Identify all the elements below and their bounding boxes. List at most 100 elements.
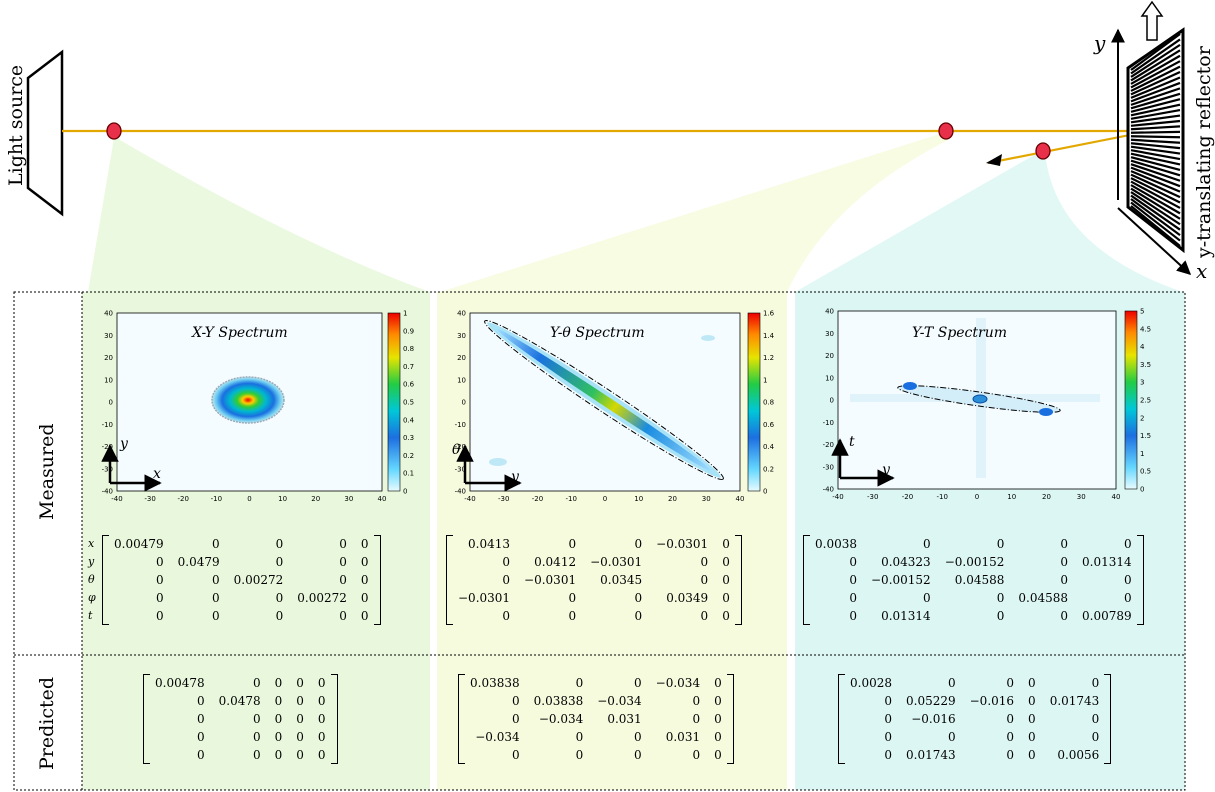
colorbar-tick-label: 0.2: [763, 465, 774, 473]
matrix-row-var: φ: [88, 591, 96, 604]
matrix-cell: 0: [211, 591, 220, 605]
matrix-cell: 0: [996, 537, 1005, 551]
translation-arrow-icon: [1140, 0, 1164, 41]
matrix-cell: 0: [722, 609, 730, 623]
matrix-cell: 0: [274, 712, 283, 726]
matrix-cell: 0: [274, 730, 283, 744]
matrix-cell: 0: [1060, 609, 1068, 623]
plot-xy-title: X-Y Spectrum: [191, 325, 288, 341]
matrix-cell: 0: [575, 748, 584, 762]
matrix-cell: 0.01743: [906, 748, 956, 762]
matrix-cell: −0.0301: [524, 573, 577, 587]
x-tick-label: -40: [464, 495, 475, 503]
x-tick-label: -10: [937, 493, 948, 501]
y-tick-label: 30: [825, 330, 834, 338]
matrix-cell: 0: [252, 730, 261, 744]
matrix-cell: 0: [1028, 694, 1036, 708]
matrix-cell: −0.0301: [458, 591, 511, 605]
matrix-cell: 0: [317, 748, 326, 762]
matrix-cell: 0: [700, 573, 709, 587]
x-tick-label: -20: [178, 495, 189, 503]
matrix-cell: 0: [511, 748, 520, 762]
matrix-cell: 0: [274, 676, 283, 690]
x-tick-label: 20: [311, 495, 320, 503]
predicted-matrix-3: 0.0028 0 0 0 0 0 0.05229 −0.016 0 0.01743 0 −0.016 0…: [838, 674, 1112, 764]
y-tick-label: -10: [455, 421, 466, 429]
matrix-cell: 0: [1006, 712, 1015, 726]
matrix-cell: 0: [634, 591, 643, 605]
matrix-cell: 0.0028: [850, 676, 892, 690]
matrix-cell: 0: [714, 712, 722, 726]
matrix-cell: −0.00152: [871, 573, 931, 587]
colorbar-tick-label: 1.4: [763, 332, 775, 340]
matrix-cell: 0.00272: [233, 573, 284, 587]
matrix-cell: 0: [296, 748, 304, 762]
y-tick-label: 10: [825, 374, 834, 382]
colorbar-tick-label: 0.2: [403, 452, 414, 460]
matrix-cell: −0.034: [597, 694, 642, 708]
y-tick-label: 20: [104, 354, 113, 362]
x-tick-label: -20: [902, 493, 913, 501]
matrix-cell: 0: [692, 712, 701, 726]
matrix-row-var: y: [88, 555, 95, 568]
matrix-cell: 0: [196, 712, 205, 726]
fan-projection-1: [88, 132, 430, 292]
matrix-cell: 0: [634, 730, 642, 744]
x-tick-label: 30: [344, 495, 353, 503]
matrix-cell: 0: [700, 609, 709, 623]
matrix-cell: −0.016: [969, 694, 1015, 708]
matrix-cell: 0: [884, 730, 892, 744]
matrix-cell: 0: [849, 591, 857, 605]
matrix-cell: 0: [849, 555, 857, 569]
matrix-cell: 0: [1091, 730, 1100, 744]
y-tick-label: -20: [455, 443, 466, 451]
matrix-cell: 0: [634, 676, 642, 690]
matrix-cell: 0: [155, 591, 164, 605]
y-tick-label: 0: [109, 399, 113, 407]
matrix-cell: 0: [360, 609, 369, 623]
matrix-cell: 0: [252, 712, 261, 726]
matrix-cell: 0.0038: [815, 537, 857, 551]
colorbar-tick-label: 0.4: [403, 416, 415, 424]
matrix-cell: 0: [296, 712, 304, 726]
y-tick-label: 20: [825, 352, 834, 360]
x-tick-label: -30: [867, 493, 878, 501]
colorbar-tick-label: 0.3: [403, 434, 414, 442]
matrix-cell: 0: [568, 609, 577, 623]
colorbar-tick-label: 2: [1140, 414, 1144, 422]
x-tick-label: 0: [603, 495, 607, 503]
matrix-cell: 0: [568, 591, 577, 605]
y-tick-label: -10: [823, 419, 834, 427]
matrix-cell: 0.0056: [1057, 748, 1100, 762]
matrix-cell: 0: [275, 591, 284, 605]
reflector-grating: [1126, 27, 1185, 254]
colorbar-tick-label: 4: [1140, 343, 1145, 351]
matrix-cell: 0: [252, 748, 261, 762]
matrix-cell: 0: [339, 555, 347, 569]
matrix-cell: 0: [339, 609, 347, 623]
predicted-matrix-1: 0.00478 0 0 0 0 0 0.0478 0 0 0 0 0 0 0 0 0 0 0 0 0 0 0 0 0 0: [143, 674, 338, 764]
matrix-cell: 0: [923, 537, 931, 551]
matrix-cell: −0.0301: [590, 555, 643, 569]
matrix-cell: 0: [849, 609, 857, 623]
y-tick-label: -20: [823, 441, 834, 449]
colorbar-tick-label: 3: [1140, 379, 1144, 387]
matrix-cell: −0.034: [655, 676, 701, 690]
matrix-cell: 0: [252, 676, 261, 690]
matrix-cell: 0.01314: [881, 609, 931, 623]
row-label-predicted: Predicted: [36, 677, 58, 770]
colorbar-tick-label: 1.5: [1140, 432, 1151, 440]
x-tick-label: -30: [144, 495, 155, 503]
colorbar-tick-label: 0.7: [403, 363, 414, 371]
matrix-cell: 0: [317, 694, 326, 708]
beam-reflected: [987, 129, 1151, 165]
matrix-cell: 0: [511, 694, 520, 708]
matrix-cell: 0: [634, 537, 643, 551]
matrix-cell: 0: [296, 694, 304, 708]
beam-arrowhead: [986, 154, 1002, 166]
matrix-cell: 0: [317, 676, 326, 690]
y-tick-label: 40: [457, 310, 466, 318]
matrix-cell: 0: [1060, 573, 1068, 587]
matrix-cell: 0: [155, 609, 164, 623]
